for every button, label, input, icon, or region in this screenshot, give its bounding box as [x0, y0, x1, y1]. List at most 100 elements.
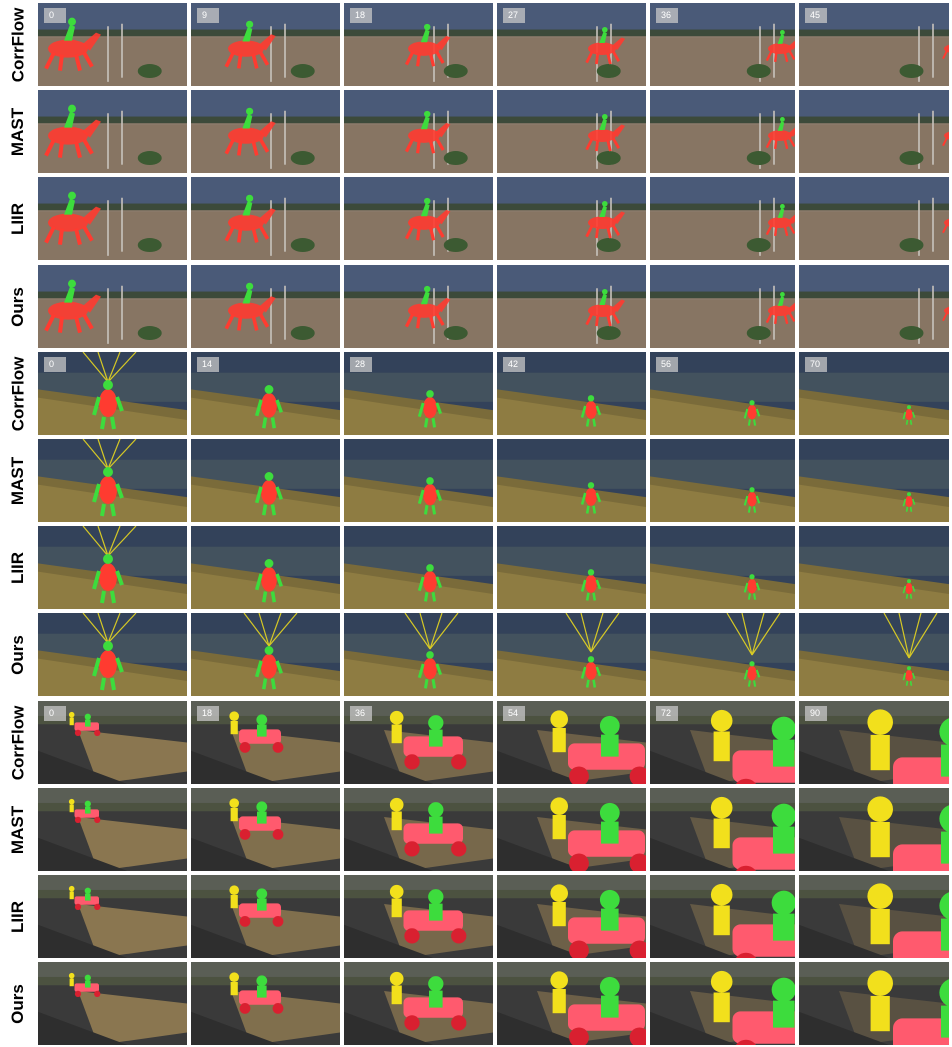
- segmentation-frame: [650, 177, 795, 260]
- frame-image: [191, 962, 340, 1045]
- segmentation-frame: [497, 439, 646, 522]
- segmentation-frame: [191, 526, 340, 609]
- frame-image: [799, 526, 949, 609]
- segmentation-frame: [38, 875, 187, 958]
- frame-image: [191, 265, 340, 348]
- segmentation-frame: [191, 439, 340, 522]
- segmentation-frame: 9: [191, 3, 340, 86]
- frame-image: [799, 875, 949, 958]
- segmentation-frame: [38, 439, 187, 522]
- frame-image: [650, 177, 795, 260]
- frame-image: [38, 3, 187, 86]
- frame-image: [344, 177, 493, 260]
- method-label-text: LIIR: [7, 551, 27, 584]
- method-label-text: Ours: [8, 634, 27, 675]
- frame-image: [191, 788, 340, 871]
- segmentation-frame: [799, 962, 949, 1045]
- frame-image: [344, 788, 493, 871]
- frame-number-badge: 72: [656, 706, 678, 721]
- frame-number-badge: 9: [197, 8, 219, 23]
- segmentation-frame: [799, 265, 949, 348]
- frame-number-badge: 18: [197, 706, 219, 721]
- segmentation-frame: 18: [191, 701, 340, 784]
- frame-image: [497, 265, 646, 348]
- frame-image: [38, 875, 187, 958]
- segmentation-frame: [799, 177, 949, 260]
- frame-number-badge: 27: [503, 8, 525, 23]
- method-label: CorrFlow: [0, 352, 36, 435]
- frame-image: [191, 352, 340, 435]
- frame-image: [38, 613, 187, 696]
- segmentation-frame: [38, 526, 187, 609]
- frame-image: [650, 90, 795, 173]
- segmentation-frame: [344, 177, 493, 260]
- segmentation-frame: [497, 265, 646, 348]
- method-label-text: MAST: [8, 805, 28, 854]
- segmentation-frame: 45: [799, 3, 949, 86]
- method-label: MAST: [0, 439, 36, 522]
- segmentation-frame: [497, 788, 646, 871]
- segmentation-frame: 56: [650, 352, 795, 435]
- frame-image: [344, 90, 493, 173]
- segmentation-frame: [38, 613, 187, 696]
- segmentation-frame: [650, 875, 795, 958]
- segmentation-frame: [38, 265, 187, 348]
- frame-image: [650, 439, 795, 522]
- frame-image: [344, 613, 493, 696]
- method-row-paraglide-1: MAST: [0, 439, 952, 522]
- segmentation-frame: 54: [497, 701, 646, 784]
- frame-image: [38, 265, 187, 348]
- frame-image: [497, 613, 646, 696]
- frame-number-badge: 14: [197, 357, 219, 372]
- frame-image: [497, 962, 646, 1045]
- method-label-text: LIIR: [7, 900, 27, 933]
- segmentation-frame: [799, 439, 949, 522]
- frame-image: [799, 265, 949, 348]
- method-label-text: CorrFlow: [8, 7, 28, 82]
- frame-image: [497, 526, 646, 609]
- method-label-text: Ours: [8, 983, 27, 1024]
- segmentation-frame: 0: [38, 352, 187, 435]
- frame-number-badge: 45: [805, 8, 827, 23]
- segmentation-frame: [799, 613, 949, 696]
- segmentation-frame: [650, 439, 795, 522]
- method-label-text: CorrFlow: [8, 356, 28, 431]
- method-row-soapbox-2: LIIR: [0, 875, 952, 958]
- frame-image: [497, 439, 646, 522]
- method-row-paraglide-3: Ours: [0, 613, 952, 696]
- method-row-paraglide-2: LIIR: [0, 526, 952, 609]
- segmentation-frame: [191, 962, 340, 1045]
- segmentation-frame: 14: [191, 352, 340, 435]
- frame-image: [38, 177, 187, 260]
- frame-image: [497, 875, 646, 958]
- method-row-horse-jump-0: CorrFlow 0: [0, 3, 952, 86]
- segmentation-frame: [38, 788, 187, 871]
- method-label: Ours: [0, 265, 36, 348]
- frame-image: [799, 439, 949, 522]
- method-label: Ours: [0, 613, 36, 696]
- method-label: CorrFlow: [0, 3, 36, 86]
- segmentation-frame: [799, 526, 949, 609]
- segmentation-frame: [650, 613, 795, 696]
- segmentation-frame: [650, 962, 795, 1045]
- segmentation-frame: 42: [497, 352, 646, 435]
- method-label-text: LIIR: [7, 202, 27, 235]
- frame-number-badge: 54: [503, 706, 525, 721]
- segmentation-frame: 36: [650, 3, 795, 86]
- segmentation-frame: [650, 90, 795, 173]
- segmentation-frame: [497, 177, 646, 260]
- frame-image: [191, 90, 340, 173]
- segmentation-frame: [344, 875, 493, 958]
- frame-image: [799, 962, 949, 1045]
- segmentation-frame: [191, 90, 340, 173]
- segmentation-frame: [38, 177, 187, 260]
- segmentation-frame: [650, 265, 795, 348]
- frame-image: [650, 265, 795, 348]
- frame-image: [497, 177, 646, 260]
- frame-number-badge: 28: [350, 357, 372, 372]
- frame-image: [38, 962, 187, 1045]
- method-label: CorrFlow: [0, 701, 36, 784]
- segmentation-frame: [191, 788, 340, 871]
- segmentation-frame: [344, 788, 493, 871]
